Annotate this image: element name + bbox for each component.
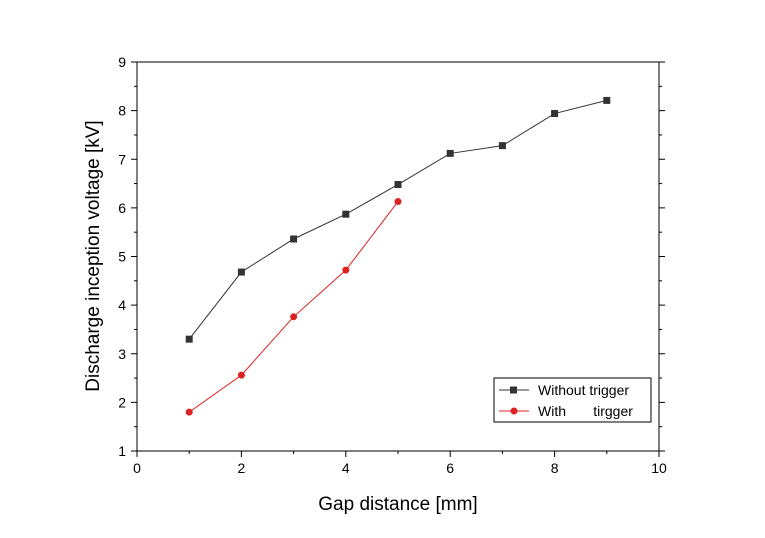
data-point	[290, 235, 298, 243]
x-tick-label: 4	[342, 460, 350, 476]
x-axis-title: Gap distance [mm]	[318, 494, 477, 515]
y-tick-label: 3	[118, 346, 126, 362]
data-point	[394, 198, 402, 206]
legend-label-without-trigger: Without trigger	[538, 382, 629, 398]
y-tick-label: 6	[118, 200, 126, 216]
series-0	[185, 96, 611, 343]
y-tick-label: 8	[118, 103, 126, 119]
data-point	[446, 149, 454, 157]
series-line	[188, 99, 607, 340]
data-point	[237, 268, 245, 276]
x-tick-label: 8	[551, 460, 559, 476]
data-point	[290, 313, 298, 321]
data-point	[394, 181, 402, 189]
series-layer	[185, 96, 611, 416]
legend-marker-without-trigger	[510, 386, 517, 394]
x-tick-label: 0	[133, 460, 141, 476]
y-axis-title: Discharge inception voltage [kV]	[83, 120, 104, 391]
data-point	[185, 408, 193, 416]
x-tick-labels: 0 2 4 6 8 10	[133, 460, 667, 476]
y-tick-label: 2	[118, 394, 126, 410]
x-tick-label: 10	[651, 460, 667, 476]
axis-ticks	[131, 61, 665, 457]
data-point	[551, 110, 559, 118]
legend-marker-with-trigger	[510, 407, 518, 415]
series-1	[185, 198, 402, 416]
y-tick-label: 7	[118, 151, 126, 167]
y-tick-labels: 1 2 3 4 5 6 7 8 9	[118, 54, 126, 459]
data-point	[185, 335, 193, 343]
data-point	[498, 142, 506, 150]
y-tick-label: 9	[118, 54, 126, 70]
series-line	[188, 201, 399, 413]
legend: Without trigger With tirgger	[493, 377, 652, 423]
x-tick-label: 2	[238, 460, 246, 476]
y-tick-label: 4	[118, 297, 126, 313]
y-tick-label: 1	[118, 443, 126, 459]
data-point	[342, 210, 350, 218]
y-tick-label: 5	[118, 249, 126, 265]
x-tick-label: 6	[446, 460, 454, 476]
data-point	[342, 266, 350, 274]
legend-label-with-trigger: With tirgger	[538, 403, 633, 419]
legend-box	[493, 377, 652, 423]
data-point	[603, 96, 611, 104]
data-point	[237, 371, 245, 379]
